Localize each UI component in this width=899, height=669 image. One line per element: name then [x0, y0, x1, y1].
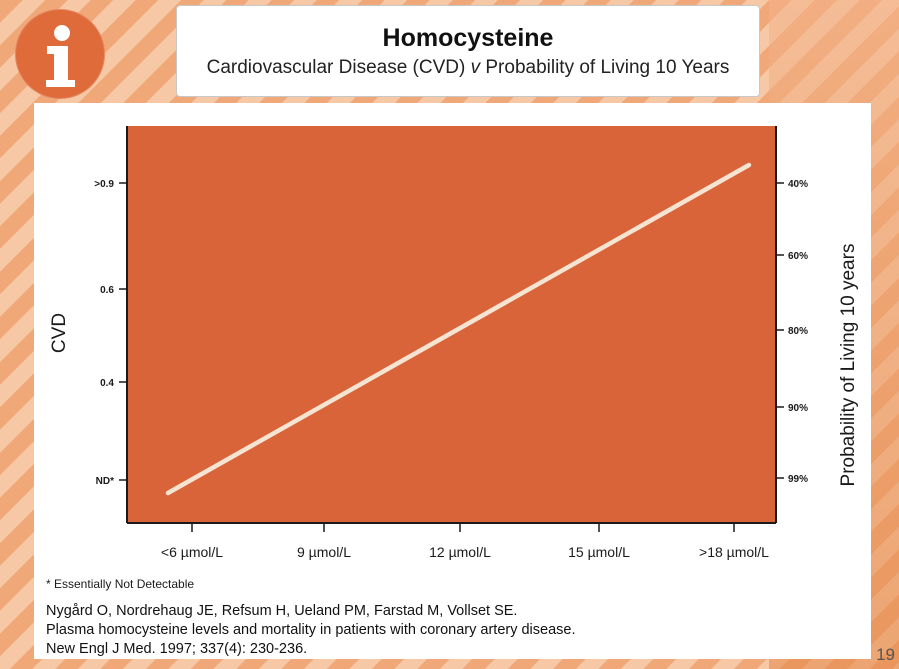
- chart-panel: <6 µmol/L 9 µmol/L 12 µmol/L 15 µmol/L >18 µ…: [34, 103, 871, 659]
- info-glyph: [46, 25, 75, 87]
- x-tick-label: 12 µmol/L: [429, 544, 491, 560]
- y-tick-label: 0.4: [100, 378, 114, 389]
- citation-line: Plasma homocysteine levels and mortality…: [46, 622, 576, 638]
- info-icon: [15, 9, 105, 99]
- subtitle-v: v: [470, 57, 481, 78]
- slide-subtitle: Cardiovascular Disease (CVD) v Probabili…: [177, 57, 759, 79]
- y-axis-title: CVD: [49, 313, 70, 353]
- y2-tick-label: 60%: [788, 251, 808, 262]
- x-tick-label: 15 µmol/L: [568, 544, 630, 560]
- series-line: [165, 162, 752, 496]
- x-tick-label: >18 µmol/L: [699, 544, 769, 560]
- subtitle-before: Cardiovascular Disease (CVD): [206, 57, 471, 78]
- y2-tick-label: 99%: [788, 474, 808, 485]
- subtitle-after: Probability of Living 10 Years: [480, 57, 730, 78]
- y-tick-label: >0.9: [94, 179, 114, 190]
- slide-title: Homocysteine: [382, 24, 554, 52]
- citation-line: Nygård O, Nordrehaug JE, Refsum H, Uelan…: [46, 603, 517, 619]
- chart: <6 µmol/L 9 µmol/L 12 µmol/L 15 µmol/L >18 µ…: [46, 126, 859, 657]
- y-tick-label: 0.6: [100, 285, 114, 296]
- x-tick-label: 9 µmol/L: [297, 544, 351, 560]
- x-tick-label: <6 µmol/L: [161, 544, 223, 560]
- citation-line: New Engl J Med. 1997; 337(4): 230-236.: [46, 641, 307, 657]
- title-box: Homocysteine Cardiovascular Disease (CVD…: [176, 5, 760, 97]
- footnote: * Essentially Not Detectable: [46, 577, 194, 591]
- y-tick-label: ND*: [96, 476, 114, 487]
- page-number: 19: [876, 645, 895, 664]
- y2-tick-label: 40%: [788, 179, 808, 190]
- y2-axis-title: Probability of Living 10 years: [838, 244, 859, 487]
- y2-tick-label: 90%: [788, 403, 808, 414]
- y2-tick-label: 80%: [788, 326, 808, 337]
